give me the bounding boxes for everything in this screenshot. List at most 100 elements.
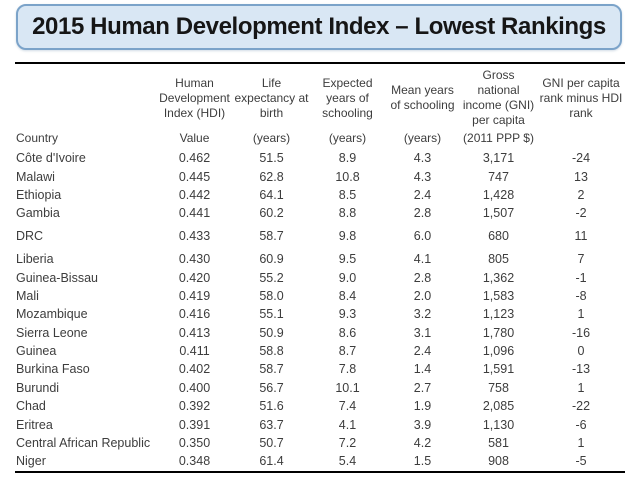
header-hdi: Human Development Index (HDI) <box>159 75 230 120</box>
value-cell: 8.4 <box>338 288 357 303</box>
country-cell: Mali <box>16 288 39 303</box>
table-row: Mali 0.419 58.0 8.4 2.0 1,583 -8 <box>15 287 625 305</box>
value-cell: 1.5 <box>413 454 432 469</box>
country-cell: Guinea <box>16 344 57 359</box>
title-box: 2015 Human Development Index – Lowest Ra… <box>16 4 622 50</box>
value-cell: 2 <box>577 187 585 202</box>
value-cell: 0.411 <box>179 344 210 359</box>
value-cell: 58.7 <box>259 362 284 377</box>
value-cell: 56.7 <box>259 380 284 395</box>
country-cell: Central African Republic <box>16 436 151 451</box>
value-cell: 58.7 <box>259 229 284 244</box>
value-cell: 8.6 <box>338 325 357 340</box>
value-cell: 64.1 <box>259 187 284 202</box>
value-cell: 4.1 <box>413 252 432 267</box>
value-cell: 2.4 <box>413 187 432 202</box>
value-cell: 7.2 <box>338 436 357 451</box>
value-cell: 0.413 <box>178 325 211 340</box>
header-row-main: Human Development Index (HDI) Life expec… <box>15 64 625 128</box>
country-cell: Liberia <box>16 252 54 267</box>
value-cell: 1,583 <box>482 288 515 303</box>
value-cell: 0.419 <box>178 288 211 303</box>
value-cell: 2.8 <box>413 206 432 221</box>
value-cell: -13 <box>571 362 591 377</box>
value-cell: 3.9 <box>413 417 432 432</box>
hdi-table: Human Development Index (HDI) Life expec… <box>15 64 625 471</box>
value-cell: 9.0 <box>338 270 357 285</box>
table-row: Côte d'Ivoire 0.462 51.5 8.9 4.3 3,171 -24 <box>15 149 625 167</box>
value-cell: 4.1 <box>338 417 357 432</box>
country-cell: DRC <box>16 229 44 244</box>
value-cell: 9.3 <box>338 307 357 322</box>
value-cell: -24 <box>571 151 591 166</box>
value-cell: 3.1 <box>413 325 432 340</box>
header-life-expectancy: Life expectancy at birth <box>234 75 309 120</box>
header-mean-schooling: Mean years of schooling <box>390 83 455 112</box>
table-row: Burundi 0.400 56.7 10.1 2.7 758 1 <box>15 379 625 397</box>
value-cell: 3.2 <box>413 307 432 322</box>
country-cell: Burundi <box>16 380 60 395</box>
value-cell: 0.400 <box>178 380 211 395</box>
hdi-table-container: Human Development Index (HDI) Life expec… <box>15 62 625 473</box>
table-row: Sierra Leone 0.413 50.9 8.6 3.1 1,780 -16 <box>15 324 625 342</box>
value-cell: 50.9 <box>259 325 284 340</box>
header-row-units: Country Value (years) (years) (years) (2… <box>15 128 625 149</box>
country-cell: Côte d'Ivoire <box>16 151 86 166</box>
value-cell: 9.5 <box>338 252 357 267</box>
page-title: 2015 Human Development Index – Lowest Ra… <box>32 13 606 40</box>
value-cell: 0.392 <box>178 399 211 414</box>
value-cell: 11 <box>574 229 588 244</box>
table-row: Ethiopia 0.442 64.1 8.5 2.4 1,428 2 <box>15 186 625 204</box>
value-cell: -6 <box>575 417 587 432</box>
value-cell: 5.4 <box>338 454 357 469</box>
value-cell: 2.0 <box>413 288 432 303</box>
value-cell: 2.4 <box>413 344 432 359</box>
value-cell: 10.8 <box>335 169 360 184</box>
country-cell: Burkina Faso <box>16 362 90 377</box>
value-cell: 0.445 <box>178 169 211 184</box>
subheader-value: Value <box>179 131 210 145</box>
value-cell: 8.7 <box>338 344 357 359</box>
value-cell: 60.2 <box>259 206 284 221</box>
value-cell: -22 <box>571 399 591 414</box>
header-expected-schooling: Expected years of schooling <box>322 75 373 120</box>
value-cell: 7.4 <box>338 399 357 414</box>
subheader-years-3: (years) <box>403 131 442 145</box>
country-cell: Gambia <box>16 206 60 221</box>
value-cell: 2,085 <box>482 399 515 414</box>
value-cell: 1,096 <box>482 344 515 359</box>
table-row: Burkina Faso 0.402 58.7 7.8 1.4 1,591 -13 <box>15 360 625 378</box>
value-cell: 9.8 <box>338 229 357 244</box>
value-cell: 6.0 <box>413 229 432 244</box>
subheader-years-2: (years) <box>328 131 367 145</box>
value-cell: 1,123 <box>482 307 515 322</box>
value-cell: -8 <box>575 288 587 303</box>
subheader-ppp: (2011 PPP $) <box>463 131 534 145</box>
value-cell: 0.442 <box>178 187 211 202</box>
value-cell: 4.3 <box>413 151 432 166</box>
value-cell: 3,171 <box>482 151 515 166</box>
country-cell: Guinea-Bissau <box>16 270 98 285</box>
subheader-years-1: (years) <box>252 131 291 145</box>
table-row: DRC 0.433 58.7 9.8 6.0 680 11 <box>15 227 625 245</box>
value-cell: 680 <box>488 229 509 244</box>
table-row: Gambia 0.441 60.2 8.8 2.8 1,507 -2 <box>15 204 625 222</box>
value-cell: 51.5 <box>259 151 284 166</box>
value-cell: 758 <box>488 380 509 395</box>
value-cell: 2.7 <box>413 380 432 395</box>
country-cell: Mozambique <box>16 307 88 322</box>
value-cell: 747 <box>488 169 509 184</box>
country-cell: Eritrea <box>16 417 53 432</box>
value-cell: 0.462 <box>178 151 211 166</box>
table-row: Niger 0.348 61.4 5.4 1.5 908 -5 <box>15 452 625 470</box>
value-cell: 805 <box>488 252 509 267</box>
value-cell: 62.8 <box>259 169 284 184</box>
table-row: Guinea 0.411 58.8 8.7 2.4 1,096 0 <box>15 342 625 360</box>
value-cell: 1,428 <box>482 187 515 202</box>
table-header: Human Development Index (HDI) Life expec… <box>15 64 625 149</box>
value-cell: 8.9 <box>338 151 357 166</box>
value-cell: 0.416 <box>178 307 211 322</box>
value-cell: 1 <box>577 380 585 395</box>
value-cell: 55.1 <box>259 307 284 322</box>
value-cell: 0.402 <box>178 362 211 377</box>
